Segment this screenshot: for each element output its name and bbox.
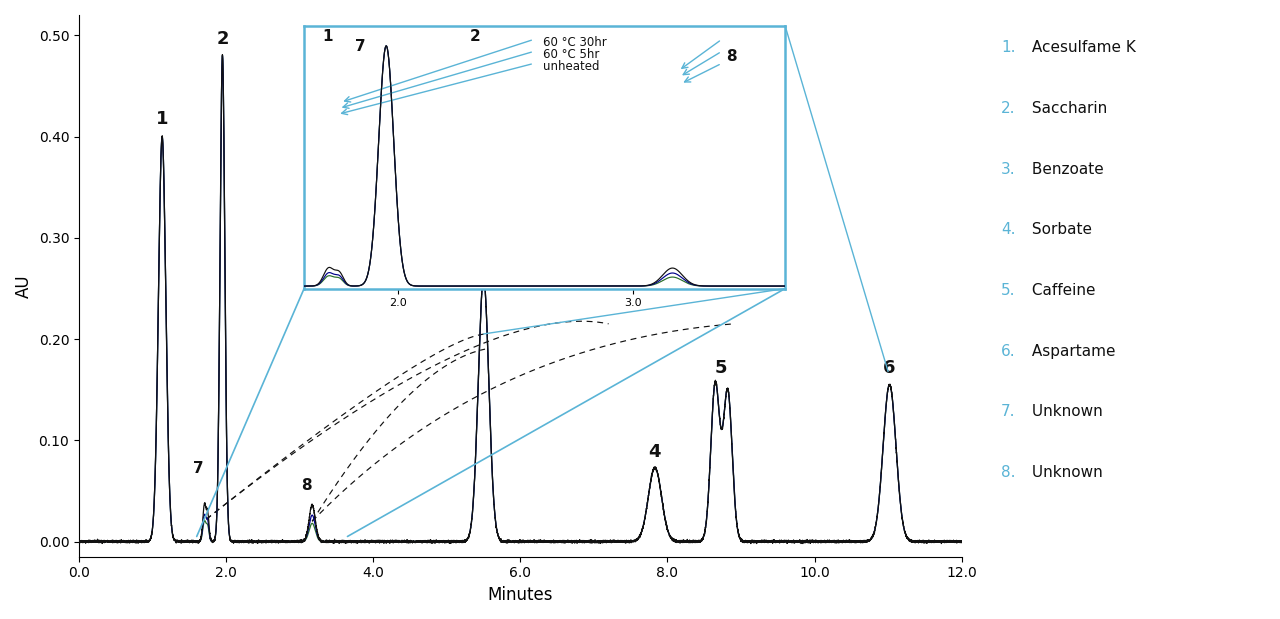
Text: 8: 8 <box>301 478 311 493</box>
Text: 5.: 5. <box>1001 283 1015 298</box>
Text: 2: 2 <box>216 30 229 48</box>
Text: Caffeine: Caffeine <box>1027 283 1096 298</box>
Text: Aspartame: Aspartame <box>1027 344 1115 358</box>
Text: 6.: 6. <box>1001 344 1015 358</box>
Text: 4.: 4. <box>1001 222 1015 237</box>
Text: Unknown: Unknown <box>1027 404 1102 419</box>
Y-axis label: AU: AU <box>15 274 33 298</box>
Text: 4: 4 <box>649 443 662 461</box>
Text: Benzoate: Benzoate <box>1027 162 1103 176</box>
Text: 3: 3 <box>477 252 490 270</box>
Text: 2.: 2. <box>1001 101 1015 116</box>
Text: 5: 5 <box>714 360 727 378</box>
Text: 7.: 7. <box>1001 404 1015 419</box>
Text: Sorbate: Sorbate <box>1027 222 1092 237</box>
Text: 6: 6 <box>883 360 896 378</box>
Text: 3.: 3. <box>1001 162 1015 176</box>
Text: 1: 1 <box>156 110 169 128</box>
Text: Unknown: Unknown <box>1027 465 1102 480</box>
X-axis label: Minutes: Minutes <box>488 586 553 604</box>
Text: 1.: 1. <box>1001 40 1015 55</box>
Text: 8.: 8. <box>1001 465 1015 480</box>
Text: Saccharin: Saccharin <box>1027 101 1107 116</box>
Text: Acesulfame K: Acesulfame K <box>1027 40 1135 55</box>
Text: 7: 7 <box>193 461 204 476</box>
